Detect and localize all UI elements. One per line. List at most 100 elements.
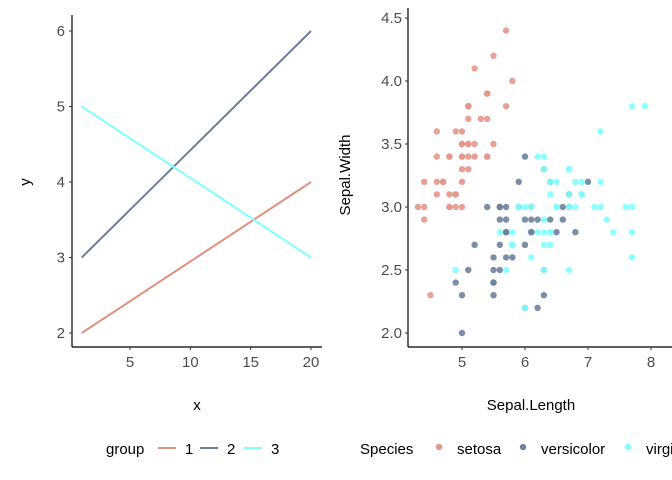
point-setosa: [477, 115, 485, 123]
point-virginica: [597, 178, 604, 185]
point-versicolor: [502, 216, 510, 223]
x-tick-label: 15: [242, 354, 259, 371]
legend-label-1: 1: [185, 441, 193, 458]
point-versicolor: [553, 229, 560, 236]
point-versicolor: [458, 292, 466, 299]
point-setosa: [490, 140, 497, 148]
legend-group: group 1 2 3: [106, 441, 279, 458]
y-tick-label: 4.5: [381, 10, 402, 27]
y-tick-label: 2: [57, 325, 65, 342]
legend-title: Species: [360, 441, 413, 458]
point-virginica: [540, 229, 548, 236]
line-group-3: [81, 105, 312, 259]
point-versicolor: [490, 266, 497, 274]
x-tick-label: 20: [303, 354, 320, 371]
point-virginica: [534, 153, 541, 160]
point-setosa: [509, 77, 516, 85]
point-virginica: [553, 178, 560, 185]
point-setosa: [471, 65, 478, 72]
point-versicolor: [559, 216, 566, 223]
point-virginica: [628, 229, 636, 236]
point-virginica: [540, 241, 548, 248]
point-versicolor: [547, 216, 554, 223]
point-virginica: [547, 178, 554, 185]
point-versicolor: [496, 216, 503, 223]
point-virginica: [565, 266, 573, 274]
y-tick-label: 6: [57, 23, 65, 40]
point-setosa: [458, 128, 466, 135]
x-axis-title: x: [193, 397, 201, 414]
point-setosa: [465, 140, 472, 148]
point-virginica: [496, 229, 503, 236]
legend-label-3: 3: [271, 441, 279, 458]
y-tick-label: 3.5: [381, 136, 402, 153]
point-virginica: [628, 203, 636, 211]
point-setosa: [465, 166, 472, 173]
point-virginica: [565, 203, 573, 211]
point-versicolor: [496, 203, 503, 211]
point-setosa: [427, 292, 434, 299]
point-virginica: [641, 103, 648, 110]
point-versicolor: [528, 216, 535, 223]
line-group-2: [81, 30, 312, 259]
point-virginica: [540, 166, 548, 173]
point-virginica: [610, 229, 617, 236]
point-setosa: [502, 27, 510, 34]
point-setosa: [446, 191, 453, 198]
x-tick-label: 5: [458, 354, 466, 371]
point-versicolor: [458, 329, 466, 337]
point-versicolor: [584, 178, 592, 185]
point-virginica: [591, 203, 598, 211]
point-virginica: [578, 178, 585, 185]
line-panel: x y 5 10 15 20 2 3 4 5 6 group 1 2 3: [17, 15, 322, 458]
point-setosa: [490, 52, 497, 59]
point-setosa: [471, 140, 478, 148]
x-tick-label: 10: [182, 354, 199, 371]
point-setosa: [433, 128, 440, 135]
point-virginica: [628, 254, 636, 261]
point-virginica: [603, 216, 611, 223]
y-tick-label: 3: [57, 250, 65, 267]
point-setosa: [484, 115, 491, 123]
point-setosa: [465, 115, 472, 123]
point-virginica: [547, 229, 554, 236]
x-tick-label: 5: [126, 354, 134, 371]
x-tick-label: 7: [584, 354, 592, 371]
point-virginica: [572, 178, 579, 185]
point-setosa: [452, 128, 459, 135]
scatter-panel: Sepal.Length Sepal.Width 5 6 7 8 2.0 2.5 3.0 3.…: [337, 8, 672, 458]
y-tick-label: 2.0: [381, 325, 402, 342]
point-versicolor: [452, 279, 459, 286]
point-setosa: [458, 178, 466, 185]
point-versicolor: [490, 292, 497, 299]
point-virginica: [540, 266, 548, 274]
point-setosa: [458, 140, 466, 148]
point-virginica: [534, 229, 541, 236]
y-tick-label: 5: [57, 99, 65, 116]
point-setosa: [433, 191, 440, 198]
point-setosa: [458, 166, 466, 173]
legend-key-virginica: [624, 443, 632, 451]
legend-key-setosa: [435, 443, 443, 451]
point-versicolor: [559, 203, 566, 211]
point-versicolor: [540, 292, 548, 299]
point-virginica: [515, 203, 522, 211]
point-versicolor: [484, 203, 491, 211]
point-setosa: [484, 153, 491, 160]
point-versicolor: [572, 229, 579, 236]
x-tick-label: 6: [521, 354, 529, 371]
point-versicolor: [490, 279, 497, 286]
point-virginica: [578, 191, 585, 198]
point-virginica: [597, 128, 604, 135]
point-virginica: [565, 191, 573, 198]
point-versicolor: [496, 266, 503, 274]
point-virginica: [547, 191, 554, 198]
point-virginica: [628, 103, 636, 110]
point-versicolor: [521, 153, 529, 160]
point-setosa: [439, 178, 447, 185]
y-tick-label: 3.0: [381, 199, 402, 216]
point-versicolor: [534, 304, 541, 311]
point-setosa: [465, 103, 472, 110]
point-setosa: [452, 203, 459, 211]
point-virginica: [528, 203, 535, 211]
